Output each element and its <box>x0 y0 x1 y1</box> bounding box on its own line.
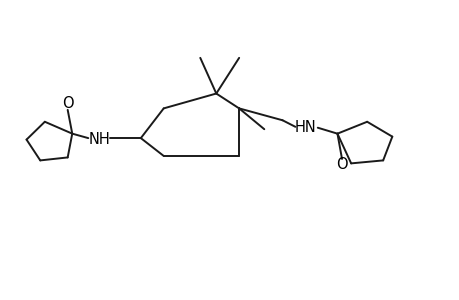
Text: HN: HN <box>294 120 316 135</box>
Text: NH: NH <box>89 132 110 147</box>
Text: O: O <box>336 158 347 172</box>
Text: O: O <box>62 96 73 111</box>
